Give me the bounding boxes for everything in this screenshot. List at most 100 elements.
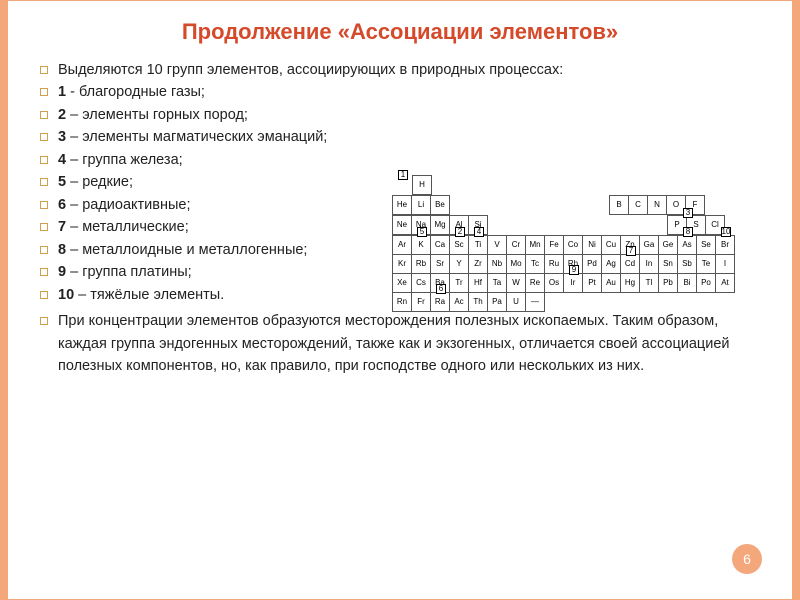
group-label: 5 <box>417 227 427 237</box>
element-cell: Ne <box>392 215 412 235</box>
slide-title: Продолжение «Ассоциации элементов» <box>36 19 764 45</box>
group-num: 9 <box>58 264 66 280</box>
group-text: – металлоидные и металлогенные; <box>66 242 307 258</box>
element-cell: K <box>411 235 431 255</box>
element-cell: In <box>639 254 659 274</box>
group-num: 7 <box>58 219 66 235</box>
element-cell: Co <box>563 235 583 255</box>
element-cell: C <box>628 195 648 215</box>
element-cell: Li <box>411 195 431 215</box>
element-cell: Ac <box>449 292 469 312</box>
element-cell: Cu <box>601 235 621 255</box>
element-cell: W <box>506 273 526 293</box>
group-num: 10 <box>58 287 74 303</box>
group-text: – элементы горных пород; <box>66 107 248 123</box>
element-cell: Ar <box>392 235 412 255</box>
element-cell: Se <box>696 235 716 255</box>
element-cell: Xe <box>392 273 412 293</box>
element-cell: At <box>715 273 735 293</box>
element-cell: Ni <box>582 235 602 255</box>
element-cell: Os <box>544 273 564 293</box>
group-num: 3 <box>58 129 66 145</box>
element-cell: Pb <box>658 273 678 293</box>
element-cell: Ga <box>639 235 659 255</box>
element-cell: Y <box>449 254 469 274</box>
element-cell: He <box>392 195 412 215</box>
element-cell: Rb <box>411 254 431 274</box>
group-num: 6 <box>58 197 66 213</box>
element-cell: Cs <box>411 273 431 293</box>
element-cell: Fe <box>544 235 564 255</box>
element-cell: Zr <box>468 254 488 274</box>
element-cell: Ru <box>544 254 564 274</box>
element-cell: N <box>647 195 667 215</box>
element-cell: Ag <box>601 254 621 274</box>
element-cell: Nb <box>487 254 507 274</box>
element-cell: Mo <box>506 254 526 274</box>
element-cell: Po <box>696 273 716 293</box>
element-cell: Pd <box>582 254 602 274</box>
element-cell: Tr <box>449 273 469 293</box>
element-cell: Hg <box>620 273 640 293</box>
element-cell: Tc <box>525 254 545 274</box>
group-item: 3 – элементы магматических эманаций; <box>40 126 764 148</box>
group-num: 1 <box>58 84 66 100</box>
group-num: 4 <box>58 152 66 168</box>
element-cell: Sr <box>430 254 450 274</box>
element-cell: Te <box>696 254 716 274</box>
element-cell: V <box>487 235 507 255</box>
element-cell: Sb <box>677 254 697 274</box>
group-text: – тяжёлые элементы. <box>74 287 224 303</box>
element-cell: Ti <box>468 235 488 255</box>
group-label: 9 <box>569 265 579 275</box>
group-text: – радиоактивные; <box>66 197 190 213</box>
group-text: – редкие; <box>66 174 133 190</box>
group-text: - благородные газы; <box>66 84 205 100</box>
element-cell: B <box>609 195 629 215</box>
element-cell: Cr <box>506 235 526 255</box>
group-item: 8 – металлоидные и металлогенные; <box>40 239 340 261</box>
element-cell: Th <box>468 292 488 312</box>
element-cell: Ca <box>430 235 450 255</box>
element-cell: U <box>506 292 526 312</box>
element-cell: Re <box>525 273 545 293</box>
group-num: 5 <box>58 174 66 190</box>
element-cell: Ra <box>430 292 450 312</box>
element-cell: Au <box>601 273 621 293</box>
element-cell: Be <box>430 195 450 215</box>
intro-line: Выделяются 10 групп элементов, ассоцииру… <box>40 59 764 81</box>
group-label: 10 <box>721 227 731 237</box>
element-cell: Pt <box>582 273 602 293</box>
element-cell: Hf <box>468 273 488 293</box>
element-cell: Br <box>715 235 735 255</box>
group-text: – металлические; <box>66 219 189 235</box>
element-cell: Pa <box>487 292 507 312</box>
group-label: 3 <box>683 208 693 218</box>
group-label: 8 <box>683 227 693 237</box>
footer-text: При концентрации элементов образуются ме… <box>40 310 740 377</box>
group-label: 2 <box>455 227 465 237</box>
element-cell: Sn <box>658 254 678 274</box>
element-cell: — <box>525 292 545 312</box>
element-cell: Sc <box>449 235 469 255</box>
group-text: – элементы магматических эманаций; <box>66 129 327 145</box>
page-number-badge: 6 <box>732 544 762 574</box>
periodic-table: HHeLiBeBCNOFNeNaMgAlSiPSClArKCaScTiVCrMn… <box>393 176 752 313</box>
element-cell: Ge <box>658 235 678 255</box>
group-label: 6 <box>436 284 446 294</box>
element-cell: Bi <box>677 273 697 293</box>
group-item: 2 – элементы горных пород; <box>40 104 764 126</box>
group-label: 1 <box>398 170 408 180</box>
group-item: 4 – группа железа; <box>40 149 764 171</box>
element-cell: Ta <box>487 273 507 293</box>
element-cell: Kr <box>392 254 412 274</box>
element-cell: Cd <box>620 254 640 274</box>
group-item: 1 - благородные газы; <box>40 81 764 103</box>
element-cell: Fr <box>411 292 431 312</box>
group-label: 4 <box>474 227 484 237</box>
element-cell: As <box>677 235 697 255</box>
element-cell: Rn <box>392 292 412 312</box>
group-num: 2 <box>58 107 66 123</box>
element-cell: Tl <box>639 273 659 293</box>
element-cell: Mg <box>430 215 450 235</box>
